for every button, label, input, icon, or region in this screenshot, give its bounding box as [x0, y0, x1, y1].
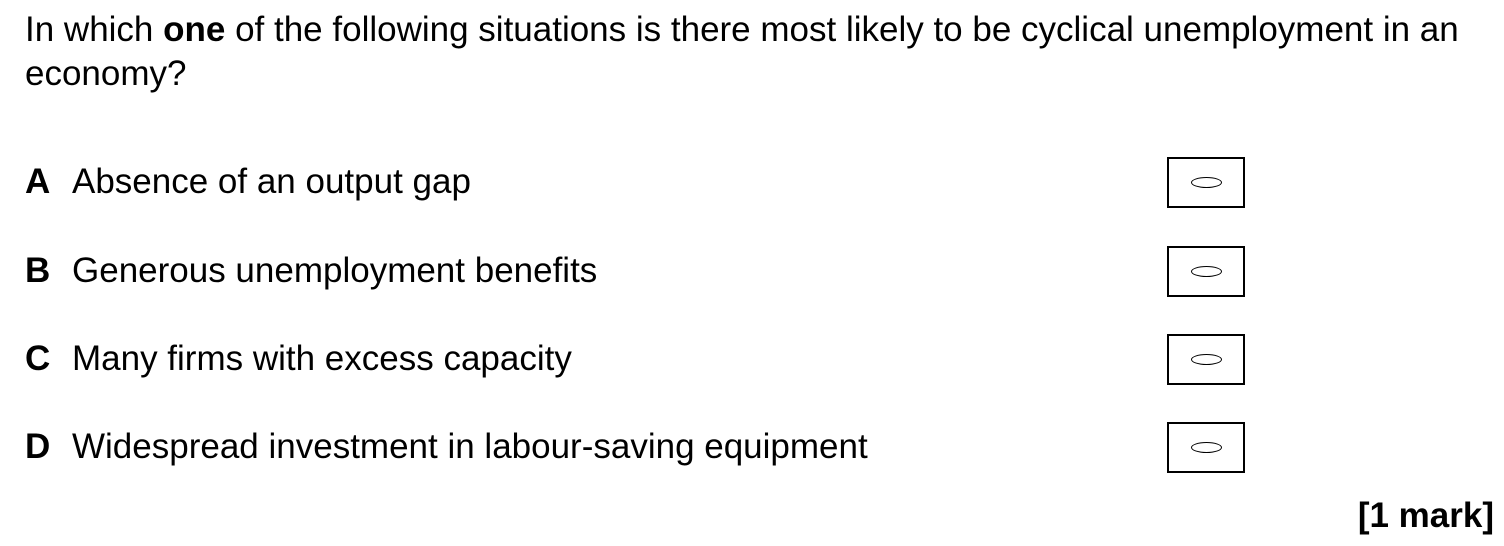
option-c-bubble-icon [1191, 354, 1222, 365]
option-c-text: Many firms with excess capacity [72, 339, 572, 378]
option-c-letter: C [25, 339, 51, 378]
option-a-bubble-icon [1191, 177, 1222, 188]
option-c-answer-box[interactable] [1167, 334, 1245, 385]
option-a-text: Absence of an output gap [72, 162, 471, 201]
option-a-answer-box[interactable] [1167, 157, 1245, 208]
option-b-answer-box[interactable] [1167, 246, 1245, 297]
option-b-letter: B [25, 251, 51, 290]
option-d-bubble-icon [1191, 442, 1222, 453]
mark-allocation: [1 mark] [1357, 496, 1494, 535]
option-c: C Many firms with excess capacity [25, 334, 1255, 385]
option-b-text: Generous unemployment benefits [72, 251, 598, 290]
option-b: B Generous unemployment benefits [25, 246, 1255, 297]
option-d-answer-box[interactable] [1167, 422, 1245, 473]
option-a-letter: A [25, 162, 51, 201]
question-emphasis: one [163, 10, 226, 49]
question-text: In which one of the following situations… [25, 8, 1490, 96]
option-d: D Widespread investment in labour-saving… [25, 422, 1255, 473]
option-d-text: Widespread investment in labour-saving e… [72, 427, 868, 466]
option-d-letter: D [25, 427, 51, 466]
question-prefix: In which [25, 10, 164, 49]
option-a: A Absence of an output gap [25, 157, 1255, 208]
option-b-bubble-icon [1191, 266, 1222, 277]
question-suffix: of the following situations is there mos… [25, 10, 1459, 93]
